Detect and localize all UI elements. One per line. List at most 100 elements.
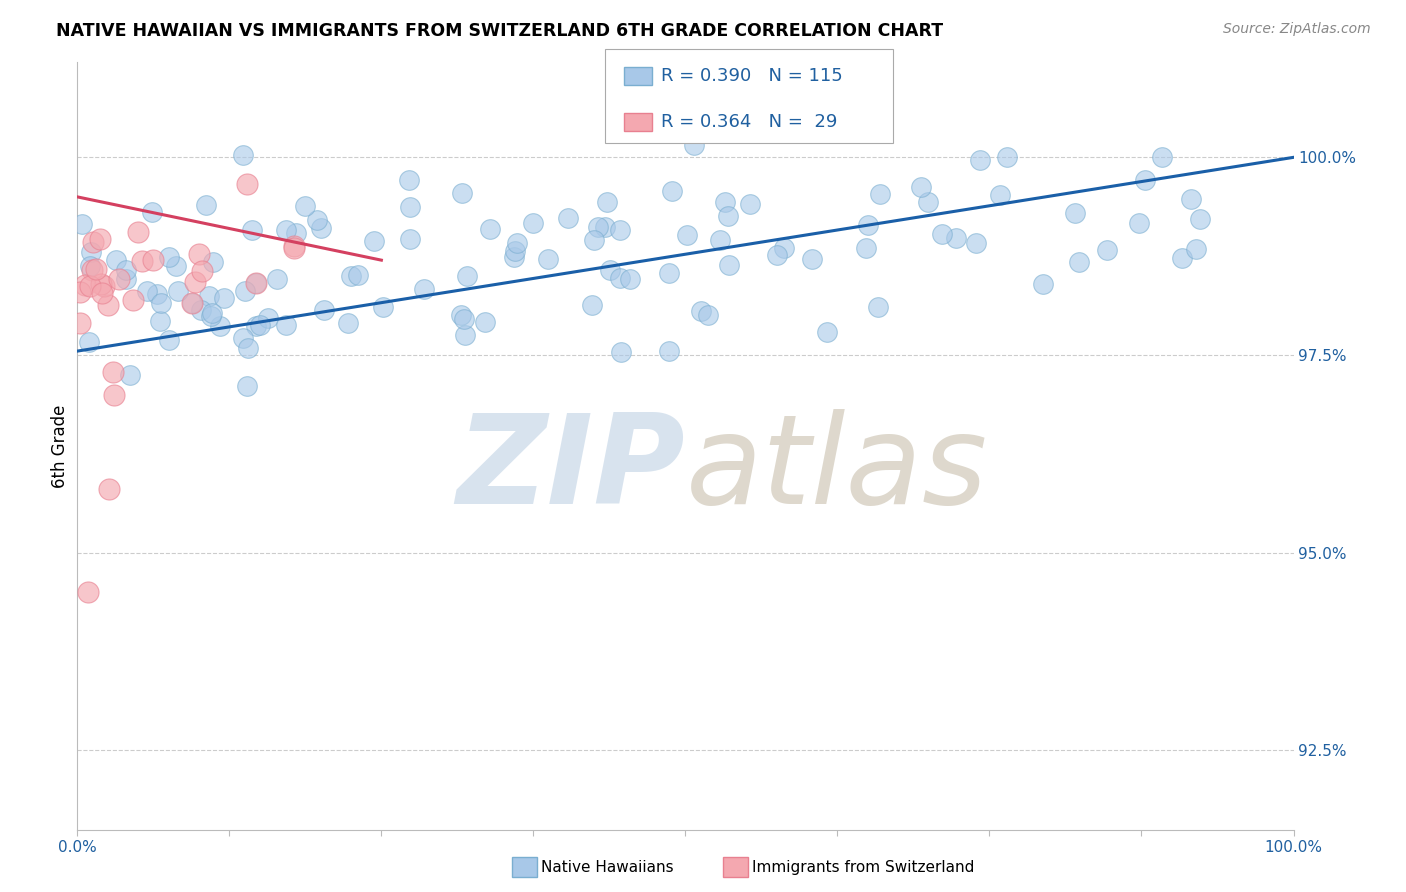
Text: R = 0.390   N = 115: R = 0.390 N = 115 [661, 67, 842, 85]
Point [910, 179, 932, 194]
Point [1128, 216, 1150, 230]
Point [118, 368, 141, 383]
Point [90, 277, 112, 291]
Point [945, 231, 967, 245]
Point [135, 284, 157, 298]
Point [190, 263, 212, 277]
Point [76, 585, 98, 599]
Point [450, 186, 472, 200]
Point [1032, 277, 1054, 292]
Point [79, 279, 101, 293]
Point [582, 233, 605, 247]
Point [931, 227, 953, 241]
Point [80, 262, 103, 277]
Point [245, 318, 267, 333]
Point [232, 148, 254, 162]
Point [70, 217, 93, 231]
Point [236, 378, 259, 392]
Point [208, 319, 231, 334]
Point [658, 266, 681, 280]
Point [599, 263, 621, 277]
Point [82, 235, 104, 249]
Text: Source: ZipAtlas.com: Source: ZipAtlas.com [1223, 22, 1371, 37]
Point [69, 317, 91, 331]
Point [141, 205, 163, 219]
Point [142, 253, 165, 268]
Point [595, 194, 617, 209]
Point [340, 269, 363, 284]
Point [336, 317, 359, 331]
Point [581, 298, 603, 312]
Point [1152, 150, 1174, 164]
Point [1171, 251, 1194, 265]
Point [190, 302, 212, 317]
Point [506, 236, 529, 251]
Point [765, 248, 787, 262]
Point [89, 232, 111, 246]
Point [90, 285, 112, 300]
Text: Immigrants from Switzerland: Immigrants from Switzerland [752, 860, 974, 874]
Point [285, 226, 308, 240]
Point [127, 225, 149, 239]
Point [167, 285, 190, 299]
Point [1180, 192, 1202, 206]
Point [80, 245, 103, 260]
Point [69, 285, 91, 299]
Point [294, 199, 316, 213]
Point [709, 233, 731, 247]
Point [146, 286, 169, 301]
Point [988, 188, 1011, 202]
Point [240, 223, 263, 237]
Point [101, 365, 124, 379]
Point [307, 212, 329, 227]
Point [236, 342, 259, 356]
Point [609, 223, 631, 237]
Point [474, 315, 496, 329]
Point [965, 235, 987, 250]
Point [187, 247, 209, 261]
Point [198, 289, 221, 303]
Y-axis label: 6th Grade: 6th Grade [51, 404, 69, 488]
Point [713, 194, 735, 209]
Point [453, 312, 475, 326]
Point [202, 255, 225, 269]
Point [658, 344, 681, 359]
Point [157, 250, 180, 264]
Point [1184, 242, 1206, 256]
Point [1067, 255, 1090, 269]
Point [245, 277, 267, 291]
Point [855, 241, 877, 255]
Point [1188, 211, 1211, 226]
Text: Native Hawaiians: Native Hawaiians [541, 860, 673, 874]
Point [503, 250, 526, 264]
Point [195, 198, 218, 212]
Point [815, 325, 838, 339]
Point [236, 177, 259, 191]
Point [557, 211, 579, 225]
Point [311, 221, 333, 235]
Point [79, 335, 101, 350]
Point [131, 254, 153, 268]
Point [232, 331, 254, 345]
Point [413, 282, 436, 296]
Point [740, 197, 762, 211]
Point [478, 222, 501, 236]
Text: NATIVE HAWAIIAN VS IMMIGRANTS FROM SWITZERLAND 6TH GRADE CORRELATION CHART: NATIVE HAWAIIAN VS IMMIGRANTS FROM SWITZ… [56, 22, 943, 40]
Point [717, 209, 740, 223]
Point [266, 272, 288, 286]
Point [869, 187, 891, 202]
Point [79, 259, 101, 273]
Point [312, 302, 335, 317]
Point [773, 241, 796, 255]
Point [245, 276, 267, 290]
Point [249, 318, 271, 332]
Point [619, 272, 641, 286]
Point [399, 232, 422, 246]
Point [689, 304, 711, 318]
Point [274, 222, 297, 236]
Point [150, 296, 173, 310]
Point [97, 297, 120, 311]
Point [257, 311, 280, 326]
Point [995, 150, 1018, 164]
Point [661, 184, 683, 198]
